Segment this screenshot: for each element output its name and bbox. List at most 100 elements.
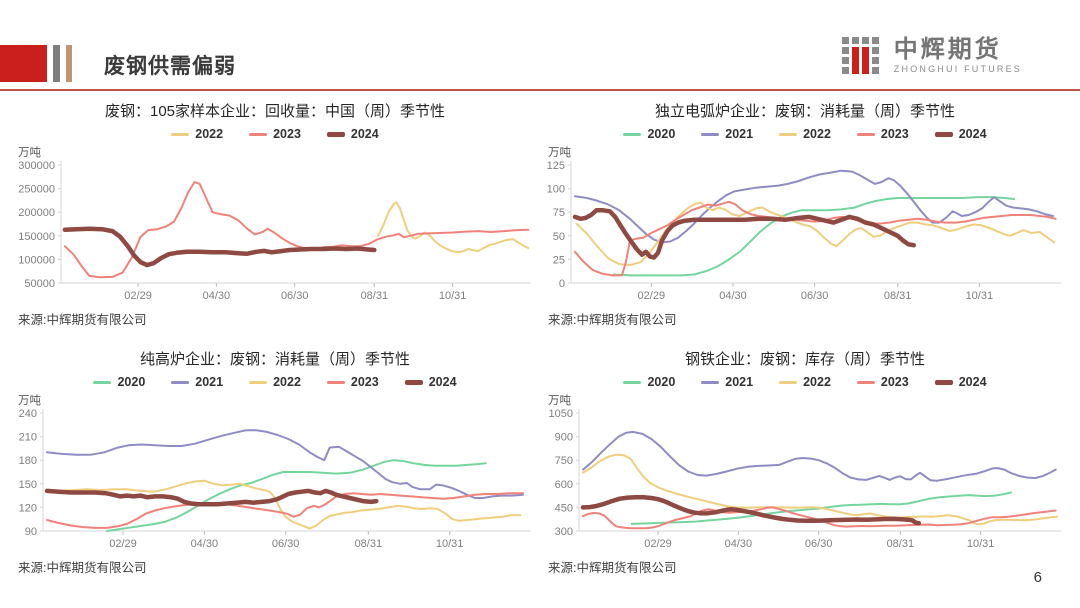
legend-item-2023: 2023 [249, 127, 301, 141]
chart-recycling-volume: 废钢：105家样本企业：回收量：中国（周）季节性 2022 2023 2024 万吨… [10, 96, 540, 342]
plot-area: 90 120 150 180 210 240 02/29 04/30 06/30 08/31 10/… [19, 408, 531, 550]
y-tick-label: 180 [19, 455, 37, 467]
legend-item-2023: 2023 [856, 127, 909, 141]
x-tick-label: 04/30 [203, 290, 231, 302]
y-tick-label: 750 [555, 455, 573, 467]
legend-item-2023: 2023 [856, 375, 909, 389]
chart-steel-inventory: 钢铁企业：废钢：库存（周）季节性 2020 2021 2022 2023 2024 万吨… [540, 344, 1070, 590]
y-tick-label: 125 [547, 160, 565, 172]
title-accent-red-block [0, 45, 47, 82]
legend-swatch-2024 [934, 131, 953, 137]
chart-legend: 2022 2023 2024 [10, 125, 540, 143]
legend-item-2022: 2022 [779, 127, 831, 141]
legend-label: 2024 [958, 375, 987, 389]
y-tick-label: 100 [547, 184, 565, 196]
x-tick-label: 10/31 [436, 538, 464, 550]
series-2023-line [582, 506, 1057, 530]
source-note: 来源:中辉期货有限公司 [548, 313, 677, 327]
legend-item-2022: 2022 [779, 375, 831, 389]
legend-label: 2020 [117, 375, 146, 389]
series-2020-line [630, 491, 1012, 525]
chart-legend: 2020 2021 2022 2023 2024 [540, 125, 1070, 143]
legend-swatch-2022 [171, 132, 190, 136]
y-axis-unit-label: 万吨 [548, 147, 571, 159]
x-tick-label: 10/31 [966, 290, 994, 302]
series-2024-line [44, 488, 379, 507]
x-tick-label: 10/31 [967, 538, 995, 550]
legend-swatch-2024 [404, 379, 423, 385]
series-2022-line [46, 479, 522, 530]
x-tick-label: 04/30 [191, 538, 219, 550]
y-tick-label: 150000 [18, 231, 55, 243]
legend-item-2024: 2024 [326, 127, 379, 141]
series-2023-line [574, 200, 1057, 277]
chart-title: 废钢：105家样本企业：回收量：中国（周）季节性 [104, 103, 446, 120]
legend-swatch-2020 [93, 380, 112, 384]
legend-label: 2020 [647, 127, 676, 141]
series-2024-line [580, 494, 922, 526]
x-tick-label: 08/31 [884, 290, 912, 302]
legend-item-2020: 2020 [623, 375, 675, 389]
chart-legend: 2020 2021 2022 2023 2024 [540, 373, 1070, 391]
legend-item-2021: 2021 [701, 127, 753, 141]
legend-swatch-2023 [326, 380, 345, 384]
title-accent-gray-bar [53, 45, 60, 82]
series-2022-line [582, 453, 1058, 526]
legend-swatch-2024 [934, 379, 953, 385]
legend-label: 2022 [273, 375, 301, 389]
legend-swatch-2020 [623, 132, 642, 136]
series-2023-line [46, 492, 524, 529]
legend-item-2021: 2021 [171, 375, 223, 389]
x-tick-label: 02/29 [644, 538, 672, 550]
page-title: 废钢供需偏弱 [104, 55, 236, 78]
series-2024-line [572, 208, 916, 260]
chart-title: 钢铁企业：废钢：库存（周）季节性 [684, 351, 925, 368]
legend-item-2023: 2023 [326, 375, 379, 389]
x-tick-label: 06/30 [272, 538, 300, 550]
legend-item-2021: 2021 [701, 375, 753, 389]
y-tick-label: 200000 [18, 207, 55, 219]
legend-swatch-2023 [856, 380, 875, 384]
legend-label: 2023 [880, 127, 909, 141]
page-number: 6 [1033, 569, 1042, 586]
legend-item-2020: 2020 [623, 127, 675, 141]
x-tick-label: 06/30 [805, 538, 833, 550]
legend-label: 2023 [273, 127, 301, 141]
plot-area: 300 450 600 750 900 1050 02/29 04/30 06/30 08/31 1… [549, 408, 1061, 550]
y-tick-label: 150 [19, 479, 37, 491]
y-axis-unit-label: 万吨 [18, 395, 41, 407]
plot-area: 50000 100000 150000 200000 250000 300000 02/29… [18, 160, 531, 302]
legend-item-2024: 2024 [934, 127, 987, 141]
company-logo: 中辉期货 ZHONGHUI FUTURES [841, 36, 1022, 76]
y-tick-label: 300000 [18, 160, 55, 172]
x-tick-label: 02/29 [109, 538, 137, 550]
legend-item-2022: 2022 [249, 375, 301, 389]
chart-eaf-consumption: 独立电弧炉企业：废钢：消耗量（周）季节性 2020 2021 2022 2023 202… [540, 96, 1070, 342]
source-note: 来源:中辉期货有限公司 [548, 561, 677, 575]
legend-label: 2024 [958, 127, 987, 141]
series-2023-line [63, 181, 530, 279]
series-2020-line [106, 459, 487, 532]
legend-swatch-2021 [701, 132, 720, 136]
x-tick-label: 04/30 [719, 290, 747, 302]
legend-label: 2020 [647, 375, 676, 389]
series-2021-line [574, 169, 1054, 244]
series-2021-line [582, 430, 1057, 482]
y-tick-label: 900 [555, 432, 573, 444]
legend-swatch-2022 [249, 380, 268, 384]
chart-title: 独立电弧炉企业：废钢：消耗量（周）季节性 [654, 103, 955, 120]
y-axis-unit-label: 万吨 [548, 395, 571, 407]
chart-bf-consumption: 纯高炉企业：废钢：消耗量（周）季节性 2020 2021 2022 2023 2024 … [10, 344, 540, 590]
x-tick-label: 06/30 [281, 290, 309, 302]
legend-label: 2021 [725, 127, 754, 141]
y-tick-label: 300 [555, 526, 573, 538]
series-2024-line [62, 226, 377, 268]
y-tick-label: 600 [555, 479, 573, 491]
y-tick-label: 90 [25, 526, 37, 538]
x-tick-label: 08/31 [355, 538, 383, 550]
source-note: 来源:中辉期货有限公司 [18, 561, 147, 575]
series-2020-line [612, 196, 1016, 277]
y-tick-label: 100000 [18, 254, 55, 266]
legend-swatch-2023 [249, 132, 268, 136]
x-tick-label: 02/29 [638, 290, 666, 302]
